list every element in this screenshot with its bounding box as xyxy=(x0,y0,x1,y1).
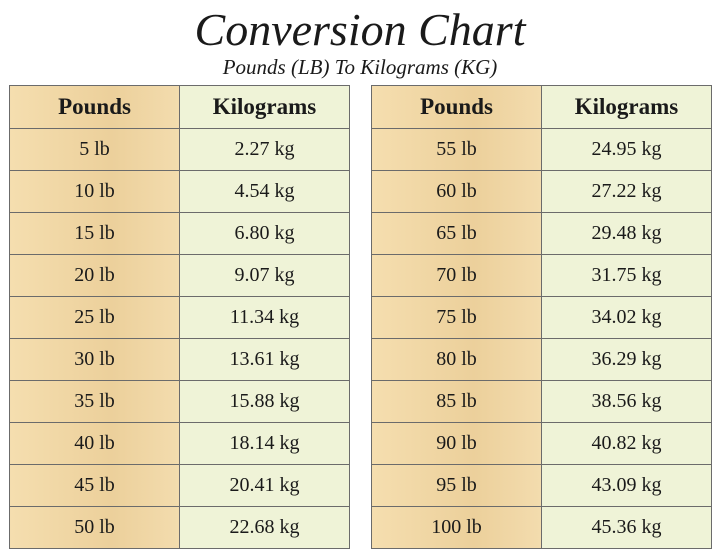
subtitle: Pounds (LB) To Kilograms (KG) xyxy=(222,55,498,79)
kilograms-cell: 22.68 kg xyxy=(179,506,350,549)
pounds-cell: 5 lb xyxy=(9,128,180,171)
table-row: 40 lb 18.14 kg xyxy=(9,422,350,465)
kilograms-cell: 20.41 kg xyxy=(179,464,350,507)
pounds-cell: 50 lb xyxy=(9,506,180,549)
pounds-cell: 35 lb xyxy=(9,380,180,423)
conversion-table: Pounds Kilograms 5 lb 2.27 kg 10 lb 4.54 kg 15… xyxy=(9,85,350,549)
table-row: 90 lb 40.82 kg xyxy=(371,422,712,465)
pounds-cell: 60 lb xyxy=(371,170,542,213)
table-row: 60 lb 27.22 kg xyxy=(371,170,712,213)
table-row: 15 lb 6.80 kg xyxy=(9,212,350,255)
table-row: 30 lb 13.61 kg xyxy=(9,338,350,381)
header-row: Pounds Kilograms xyxy=(9,85,350,129)
table-row: 65 lb 29.48 kg xyxy=(371,212,712,255)
kilograms-cell: 38.56 kg xyxy=(541,380,712,423)
kilograms-cell: 31.75 kg xyxy=(541,254,712,297)
table-row: 50 lb 22.68 kg xyxy=(9,506,350,549)
kilograms-cell: 34.02 kg xyxy=(541,296,712,339)
pounds-cell: 20 lb xyxy=(9,254,180,297)
kilograms-cell: 13.61 kg xyxy=(179,338,350,381)
table-row: 25 lb 11.34 kg xyxy=(9,296,350,339)
table-row: 100 lb 45.36 kg xyxy=(371,506,712,549)
kilograms-cell: 24.95 kg xyxy=(541,128,712,171)
table-row: 5 lb 2.27 kg xyxy=(9,128,350,171)
table-row: 95 lb 43.09 kg xyxy=(371,464,712,507)
kilograms-cell: 2.27 kg xyxy=(179,128,350,171)
column-header: Pounds xyxy=(9,85,180,129)
pounds-cell: 70 lb xyxy=(371,254,542,297)
table-row: 70 lb 31.75 kg xyxy=(371,254,712,297)
kilograms-cell: 36.29 kg xyxy=(541,338,712,381)
pounds-cell: 90 lb xyxy=(371,422,542,465)
kilograms-cell: 29.48 kg xyxy=(541,212,712,255)
pounds-cell: 55 lb xyxy=(371,128,542,171)
pounds-cell: 80 lb xyxy=(371,338,542,381)
pounds-cell: 100 lb xyxy=(371,506,542,549)
table-row: 45 lb 20.41 kg xyxy=(9,464,350,507)
pounds-cell: 25 lb xyxy=(9,296,180,339)
pounds-cell: 75 lb xyxy=(371,296,542,339)
table-row: 20 lb 9.07 kg xyxy=(9,254,350,297)
pounds-cell: 40 lb xyxy=(9,422,180,465)
title: Conversion Chart xyxy=(194,4,526,55)
kilograms-cell: 27.22 kg xyxy=(541,170,712,213)
kilograms-cell: 4.54 kg xyxy=(179,170,350,213)
table-row: 75 lb 34.02 kg xyxy=(371,296,712,339)
column-header: Kilograms xyxy=(541,85,712,129)
pounds-cell: 85 lb xyxy=(371,380,542,423)
kilograms-cell: 11.34 kg xyxy=(179,296,350,339)
column-header: Pounds xyxy=(371,85,542,129)
pounds-cell: 10 lb xyxy=(9,170,180,213)
pounds-cell: 65 lb xyxy=(371,212,542,255)
kilograms-cell: 6.80 kg xyxy=(179,212,350,255)
table-row: 10 lb 4.54 kg xyxy=(9,170,350,213)
kilograms-cell: 45.36 kg xyxy=(541,506,712,549)
pounds-cell: 95 lb xyxy=(371,464,542,507)
kilograms-cell: 18.14 kg xyxy=(179,422,350,465)
pounds-cell: 45 lb xyxy=(9,464,180,507)
kilograms-cell: 9.07 kg xyxy=(179,254,350,297)
kilograms-cell: 43.09 kg xyxy=(541,464,712,507)
table-row: 55 lb 24.95 kg xyxy=(371,128,712,171)
pounds-cell: 15 lb xyxy=(9,212,180,255)
conversion-table: Pounds Kilograms 55 lb 24.95 kg 60 lb 27.22 k… xyxy=(371,85,712,549)
table-row: 35 lb 15.88 kg xyxy=(9,380,350,423)
kilograms-cell: 15.88 kg xyxy=(179,380,350,423)
table-row: 80 lb 36.29 kg xyxy=(371,338,712,381)
header-row: Pounds Kilograms xyxy=(371,85,712,129)
table-row: 85 lb 38.56 kg xyxy=(371,380,712,423)
pounds-cell: 30 lb xyxy=(9,338,180,381)
column-header: Kilograms xyxy=(179,85,350,129)
kilograms-cell: 40.82 kg xyxy=(541,422,712,465)
